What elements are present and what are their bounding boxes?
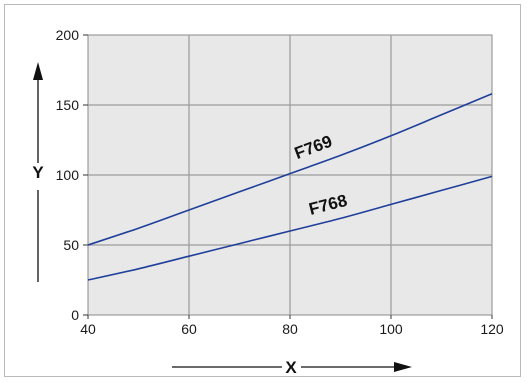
- series-line-f768: [87, 175, 493, 281]
- gridlines: [83, 34, 493, 319]
- y-tick-label: 0: [71, 307, 79, 323]
- x-tick-label: 100: [379, 321, 403, 337]
- y-tick-label: 200: [56, 27, 80, 43]
- x-tick-label: 60: [181, 321, 197, 337]
- x-axis-label: X: [285, 358, 297, 377]
- y-axis-label: Y: [32, 163, 44, 182]
- tick-labels: 40 60 80 100 120 0 50 100 150 200: [56, 27, 504, 337]
- series-lines: [87, 93, 493, 281]
- y-tick-label: 150: [56, 97, 80, 113]
- x-tick-label: 80: [282, 321, 298, 337]
- x-tick-label: 40: [80, 321, 96, 337]
- series-line-f769: [87, 93, 493, 246]
- x-axis-arrow-head: [394, 362, 412, 372]
- x-tick-label: 120: [480, 321, 504, 337]
- y-tick-label: 50: [63, 237, 79, 253]
- y-tick-label: 100: [56, 167, 80, 183]
- y-axis-arrow-head: [33, 62, 43, 80]
